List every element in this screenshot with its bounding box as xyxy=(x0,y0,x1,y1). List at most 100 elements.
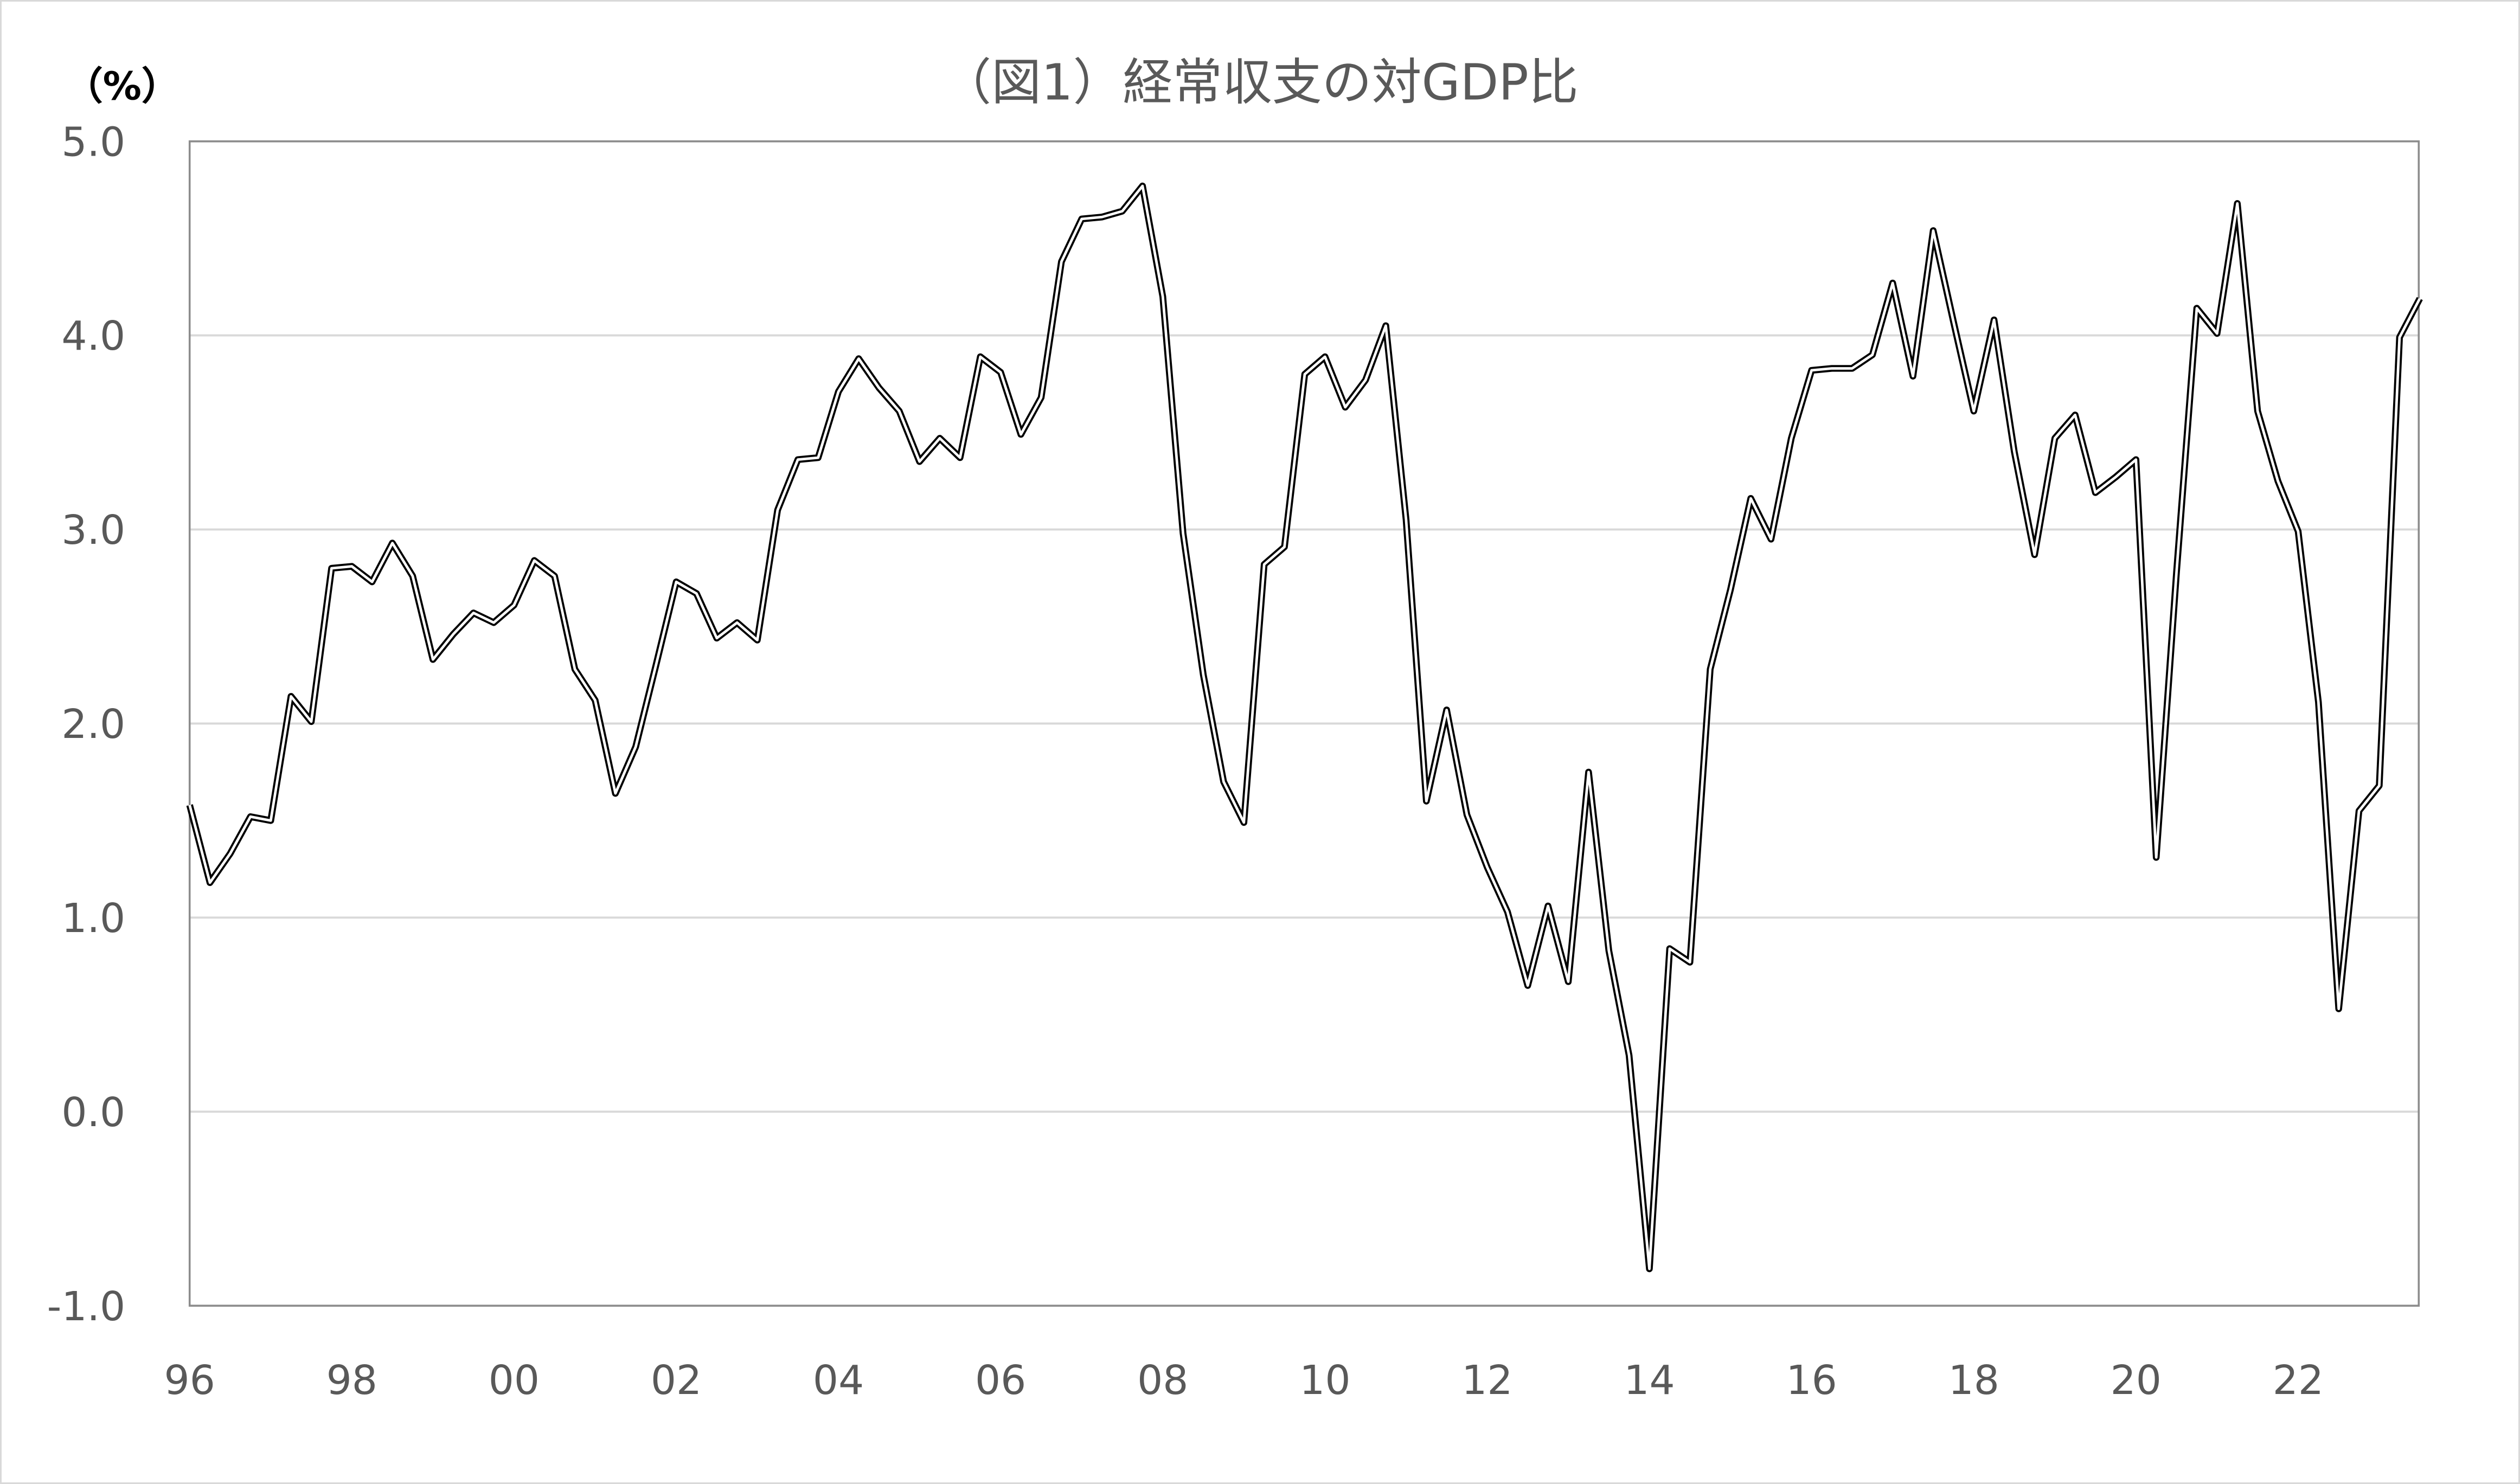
x-tick-label: 16 xyxy=(1786,1357,1837,1404)
data-point xyxy=(2275,479,2280,484)
data-point xyxy=(390,541,395,545)
data-point xyxy=(2235,201,2240,206)
data-point xyxy=(228,851,233,856)
data-point xyxy=(2073,413,2077,417)
data-point xyxy=(491,620,496,625)
data-point xyxy=(1728,587,1733,592)
x-tick-label: 08 xyxy=(1137,1357,1188,1404)
data-point xyxy=(1465,812,1470,817)
x-tick-label: 18 xyxy=(1948,1357,1999,1404)
data-point xyxy=(613,791,618,796)
data-point xyxy=(511,603,516,608)
y-tick-label: 4.0 xyxy=(61,313,125,359)
data-point xyxy=(653,663,658,668)
data-point xyxy=(938,436,942,441)
data-point xyxy=(978,355,983,359)
data-point xyxy=(876,386,881,390)
y-tick-label: 2.0 xyxy=(61,701,125,748)
series-line xyxy=(186,182,2423,1273)
x-tick-label: 02 xyxy=(651,1357,702,1404)
chart-title: （図1）経常収支の対GDP比 xyxy=(941,54,1578,112)
data-point xyxy=(1444,708,1449,712)
data-point xyxy=(1343,405,1348,410)
data-point xyxy=(897,409,902,414)
data-point xyxy=(1910,374,1915,378)
data-point xyxy=(1100,215,1105,220)
data-point xyxy=(2032,553,2037,557)
data-point xyxy=(1951,319,1956,324)
data-point xyxy=(1586,769,1591,774)
x-tick-label: 96 xyxy=(164,1357,215,1404)
x-tick-label: 20 xyxy=(2111,1357,2162,1404)
data-point xyxy=(2053,436,2057,441)
data-point xyxy=(1383,323,1388,328)
data-point xyxy=(248,814,253,819)
data-point xyxy=(1241,820,1246,825)
data-point xyxy=(329,566,334,571)
data-point xyxy=(633,744,638,749)
data-point xyxy=(1403,517,1408,522)
data-point xyxy=(2316,700,2321,705)
data-point xyxy=(1708,667,1713,672)
x-tick-label: 12 xyxy=(1461,1357,1512,1404)
data-point xyxy=(775,507,780,512)
data-point xyxy=(1789,436,1794,441)
data-point xyxy=(1181,531,1185,536)
data-point xyxy=(2397,335,2402,340)
data-point xyxy=(1992,318,1997,323)
data-point xyxy=(1850,366,1855,371)
data-point xyxy=(1647,1267,1652,1271)
y-tick-label: 3.0 xyxy=(61,507,125,554)
data-point xyxy=(552,574,557,579)
data-point xyxy=(2012,449,2017,454)
data-point xyxy=(2336,1006,2341,1011)
data-point xyxy=(593,698,598,703)
data-point xyxy=(796,457,800,462)
data-point xyxy=(2295,529,2300,534)
data-point xyxy=(208,880,213,885)
data-point xyxy=(1201,673,1206,678)
y-tick-label: 1.0 xyxy=(61,895,125,942)
data-point xyxy=(1221,779,1226,784)
data-point xyxy=(2377,783,2382,788)
data-point xyxy=(2154,855,2159,860)
data-point xyxy=(1140,184,1145,189)
data-point xyxy=(1830,366,1835,371)
x-tick-label: 10 xyxy=(1299,1357,1350,1404)
data-point xyxy=(1525,983,1530,988)
data-point xyxy=(1748,496,1753,501)
data-point xyxy=(1038,395,1043,400)
y-tick-label: -1.0 xyxy=(47,1283,126,1330)
data-point xyxy=(1323,355,1328,359)
data-point xyxy=(2255,409,2260,414)
y-axis-unit: （%） xyxy=(65,64,180,109)
x-tick-label: 98 xyxy=(326,1357,377,1404)
data-point xyxy=(856,356,861,361)
data-point xyxy=(1424,799,1429,804)
data-point xyxy=(349,564,354,569)
data-point xyxy=(1566,979,1571,984)
data-point xyxy=(1890,281,1895,286)
data-point xyxy=(187,802,192,807)
x-tick-label: 14 xyxy=(1624,1357,1675,1404)
data-point xyxy=(431,657,435,662)
data-point xyxy=(816,455,820,460)
data-point xyxy=(1363,377,1368,382)
data-point xyxy=(694,591,699,596)
data-point xyxy=(1059,259,1064,264)
data-point xyxy=(917,459,922,464)
data-point xyxy=(471,611,476,615)
x-tick-label: 04 xyxy=(813,1357,864,1404)
data-point xyxy=(288,694,293,699)
data-point xyxy=(573,667,578,672)
data-point xyxy=(1606,948,1611,953)
data-point xyxy=(2093,490,2098,495)
data-point xyxy=(1971,409,1976,414)
data-point xyxy=(1870,352,1875,357)
x-tick-label: 22 xyxy=(2273,1357,2324,1404)
data-point xyxy=(309,719,314,724)
y-tick-label: 0.0 xyxy=(61,1089,125,1136)
data-point xyxy=(411,574,415,579)
series-line-inner xyxy=(188,184,2421,1270)
